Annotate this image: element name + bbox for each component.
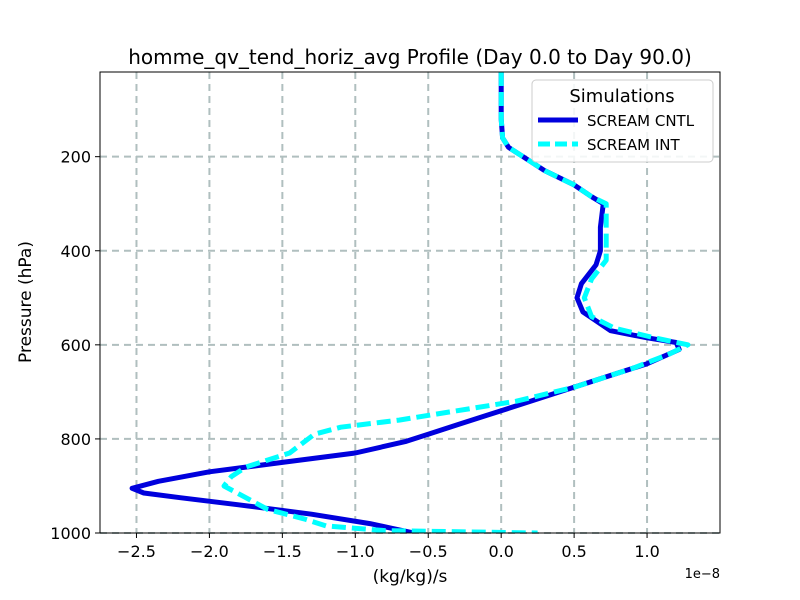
legend-label-series-0: SCREAM CNTL [587,112,695,130]
x-tick-label: −0.5 [409,542,448,561]
y-axis-ticks: 200 400 600 800 1000 [50,148,100,543]
x-tick-label: −2.0 [190,542,229,561]
legend: Simulations SCREAM CNTL SCREAM INT [531,79,714,163]
x-axis-offset-label: 1e−8 [685,567,720,582]
y-tick-label: 400 [60,242,91,261]
plot-frame [99,71,721,534]
x-tick-label: 1.0 [634,542,659,561]
chart-title: homme_qv_tend_horiz_avg Profile (Day 0.0… [128,45,692,69]
series-lines [129,72,691,533]
y-axis-label: Pressure (hPa) [16,241,36,363]
y-tick-label: 1000 [50,524,91,543]
x-tick-label: −2.5 [117,542,156,561]
legend-title: Simulations [569,86,674,107]
y-tick-label: 600 [60,336,91,355]
x-axis-ticks: −2.5 −2.0 −1.5 −1.0 −0.5 0.0 0.5 1.0 [117,533,660,561]
x-tick-label: 0.5 [561,542,586,561]
x-tick-label: −1.5 [263,542,302,561]
series-line-1 [221,72,691,533]
x-axis-label: (kg/kg)/s [373,567,448,587]
x-tick-label: 0.0 [488,542,513,561]
y-tick-label: 800 [60,430,91,449]
x-tick-label: −1.0 [336,542,375,561]
series-line-0 [129,72,682,533]
legend-label-series-1: SCREAM INT [587,136,681,154]
y-tick-label: 200 [60,148,91,167]
